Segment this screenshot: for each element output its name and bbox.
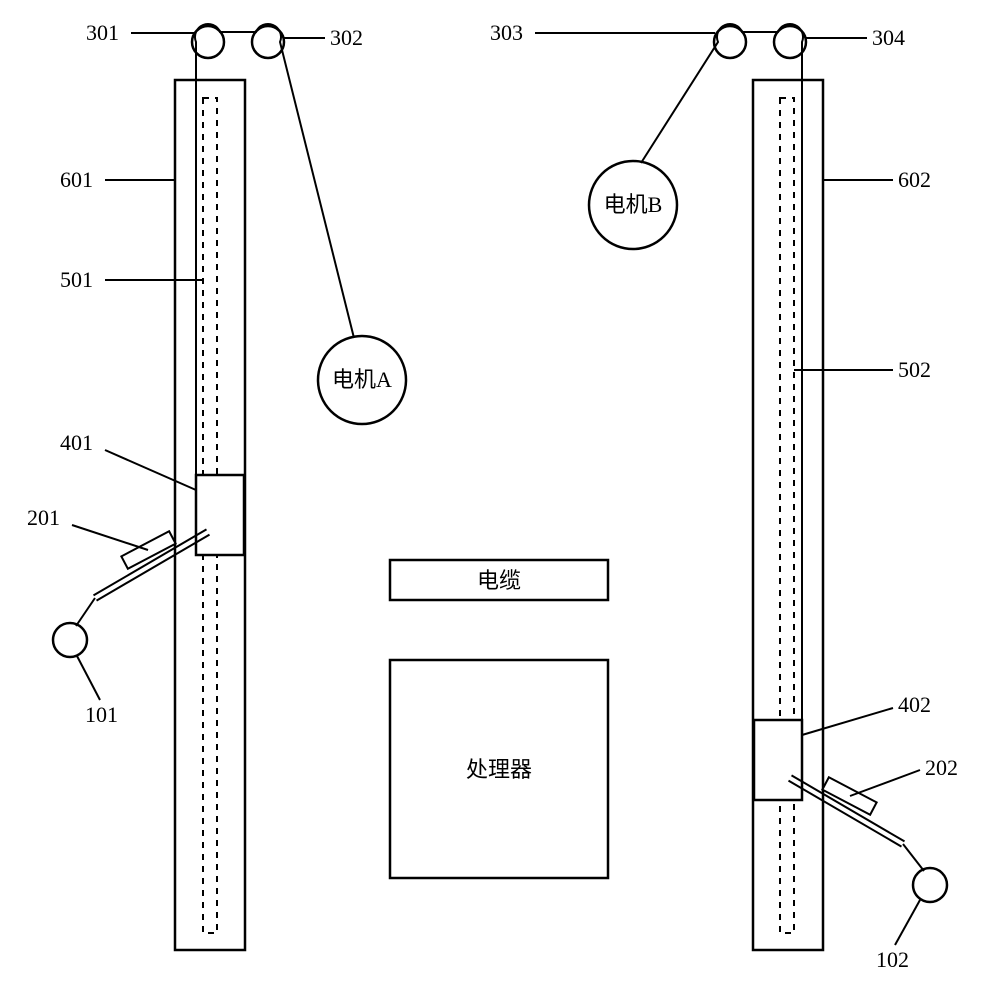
- ref-201-label: 201: [27, 505, 60, 530]
- ref-401-lead: [105, 450, 196, 490]
- probe-right-b: [792, 775, 905, 841]
- string-left: [76, 598, 95, 626]
- ref-301-label: 301: [86, 20, 119, 45]
- ref-601-label: 601: [60, 167, 93, 192]
- motor-a-label: 电机A: [332, 367, 392, 392]
- ref-502-label: 502: [898, 357, 931, 382]
- right-column: [753, 80, 823, 950]
- ref-201-lead: [72, 525, 148, 550]
- ball-left: [53, 623, 87, 657]
- ref-402-label: 402: [898, 692, 931, 717]
- right-slot: [780, 98, 794, 933]
- probe-left-a: [93, 529, 206, 595]
- string-right: [903, 844, 924, 871]
- cable-label: 电缆: [477, 568, 521, 593]
- ref-401-label: 401: [60, 430, 93, 455]
- ref-402-lead: [802, 708, 893, 735]
- ref-102-label: 102: [876, 947, 909, 972]
- slider-right: [754, 720, 802, 800]
- processor-label: 处理器: [466, 757, 532, 782]
- ref-303-label: 303: [490, 20, 523, 45]
- cable-left: [195, 24, 354, 475]
- ref-101-label: 101: [85, 702, 118, 727]
- ref-202-lead: [850, 770, 920, 796]
- ref-202-label: 202: [925, 755, 958, 780]
- ball-right: [913, 868, 947, 902]
- ref-501-label: 501: [60, 267, 93, 292]
- ref-304-label: 304: [872, 25, 905, 50]
- slider-left: [196, 475, 244, 555]
- cable-right: [641, 24, 803, 720]
- ref-102-lead: [895, 900, 920, 945]
- ref-302-label: 302: [330, 25, 363, 50]
- ref-602-label: 602: [898, 167, 931, 192]
- ref-101-lead: [77, 656, 100, 700]
- motor-b-label: 电机B: [604, 192, 663, 217]
